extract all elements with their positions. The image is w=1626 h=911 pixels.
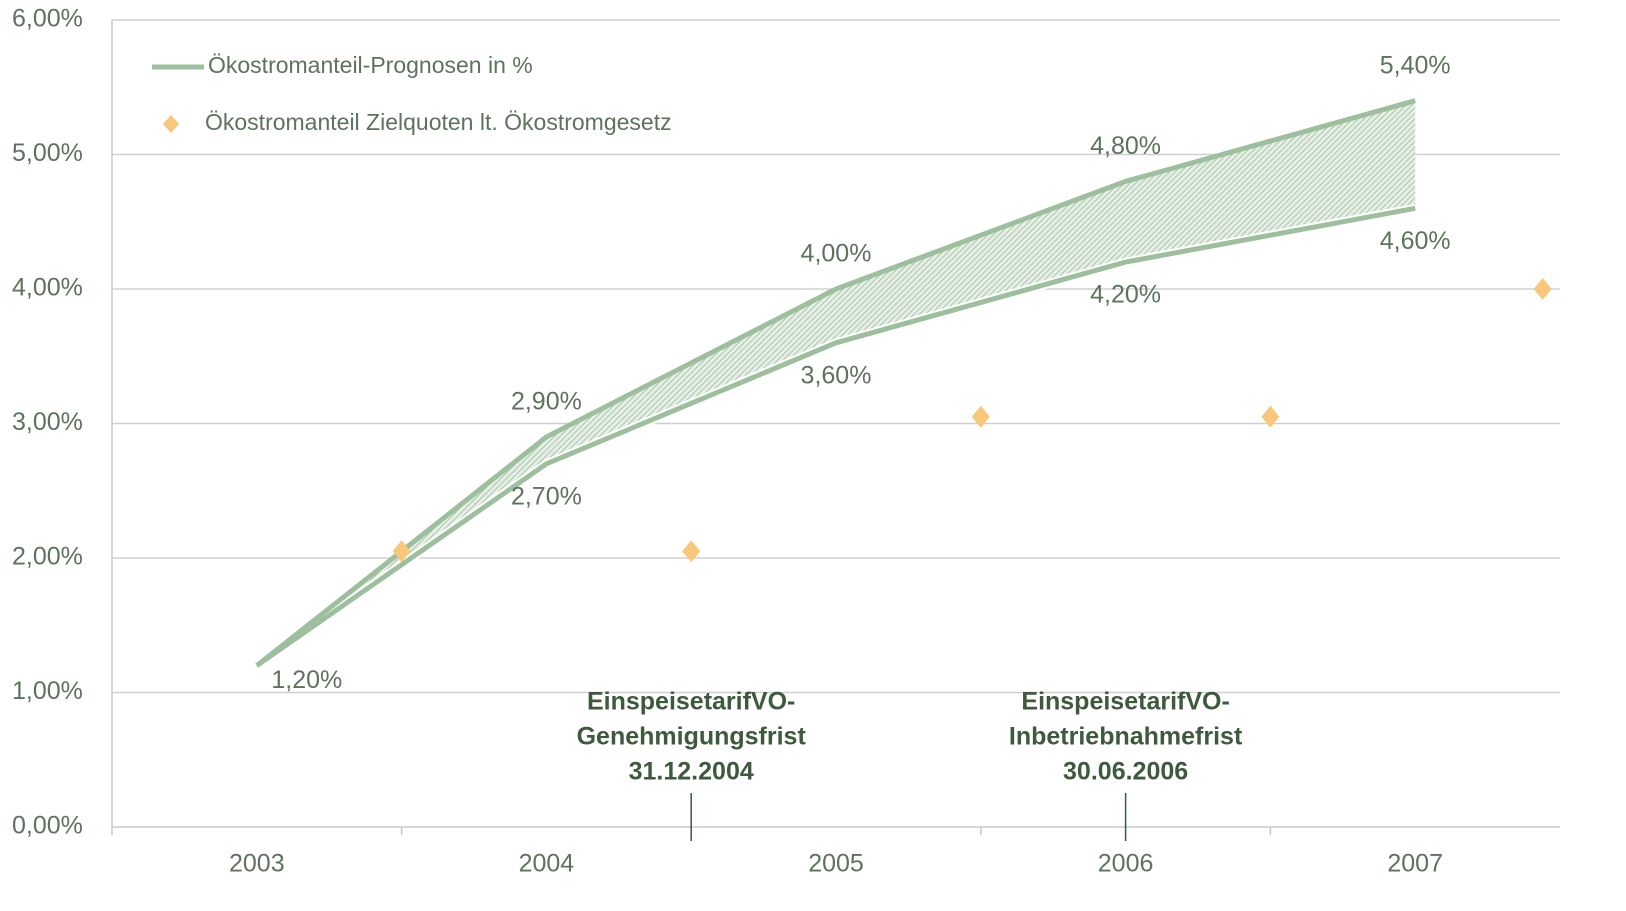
y-tick-label: 1,00% xyxy=(12,677,83,705)
data-label: 4,20% xyxy=(1090,281,1161,309)
annotation-text: EinspeisetarifVO- xyxy=(587,688,795,716)
band-high-line xyxy=(255,98,1416,668)
annotation-text: 31.12.2004 xyxy=(629,758,754,786)
legend-label: Ökostromanteil Zielquoten lt. Ökostromge… xyxy=(205,109,672,135)
diamond-marker xyxy=(1261,405,1280,428)
x-tick-label: 2006 xyxy=(1098,850,1154,878)
x-tick-label: 2005 xyxy=(808,850,864,878)
x-tick-label: 2007 xyxy=(1387,850,1443,878)
diamond-marker xyxy=(971,405,990,428)
annotation-text: Genehmigungsfrist xyxy=(577,723,807,751)
diamond-marker xyxy=(682,540,701,563)
y-tick-label: 5,00% xyxy=(12,139,83,167)
data-label: 2,70% xyxy=(511,482,582,510)
y-tick-label: 3,00% xyxy=(12,408,83,436)
data-label: 4,80% xyxy=(1090,132,1161,160)
legend-diamond xyxy=(163,115,179,133)
data-label: 4,00% xyxy=(801,240,872,268)
data-label: 4,60% xyxy=(1380,227,1451,255)
x-tick-label: 2003 xyxy=(229,850,285,878)
annotation-text: 30.06.2006 xyxy=(1063,758,1188,786)
data-label: 1,20% xyxy=(271,666,342,694)
diamond-marker xyxy=(1533,278,1552,300)
y-tick-label: 4,00% xyxy=(12,274,83,302)
x-tick-label: 2004 xyxy=(519,850,575,878)
legend-label: Ökostromanteil-Prognosen in % xyxy=(208,52,533,78)
band-area xyxy=(256,100,1416,666)
band-low-line xyxy=(254,203,1417,670)
y-tick-label: 6,00% xyxy=(12,5,83,33)
y-tick-label: 2,00% xyxy=(12,543,83,571)
y-tick-label: 0,00% xyxy=(12,812,83,840)
diamond-marker xyxy=(392,540,411,563)
data-label: 2,90% xyxy=(511,388,582,416)
annotation-text: Inbetriebnahmefrist xyxy=(1009,723,1243,751)
data-label: 3,60% xyxy=(801,361,872,389)
data-label: 5,40% xyxy=(1380,51,1451,79)
annotation-text: EinspeisetarifVO- xyxy=(1021,688,1229,716)
band-low-line xyxy=(255,205,1416,668)
